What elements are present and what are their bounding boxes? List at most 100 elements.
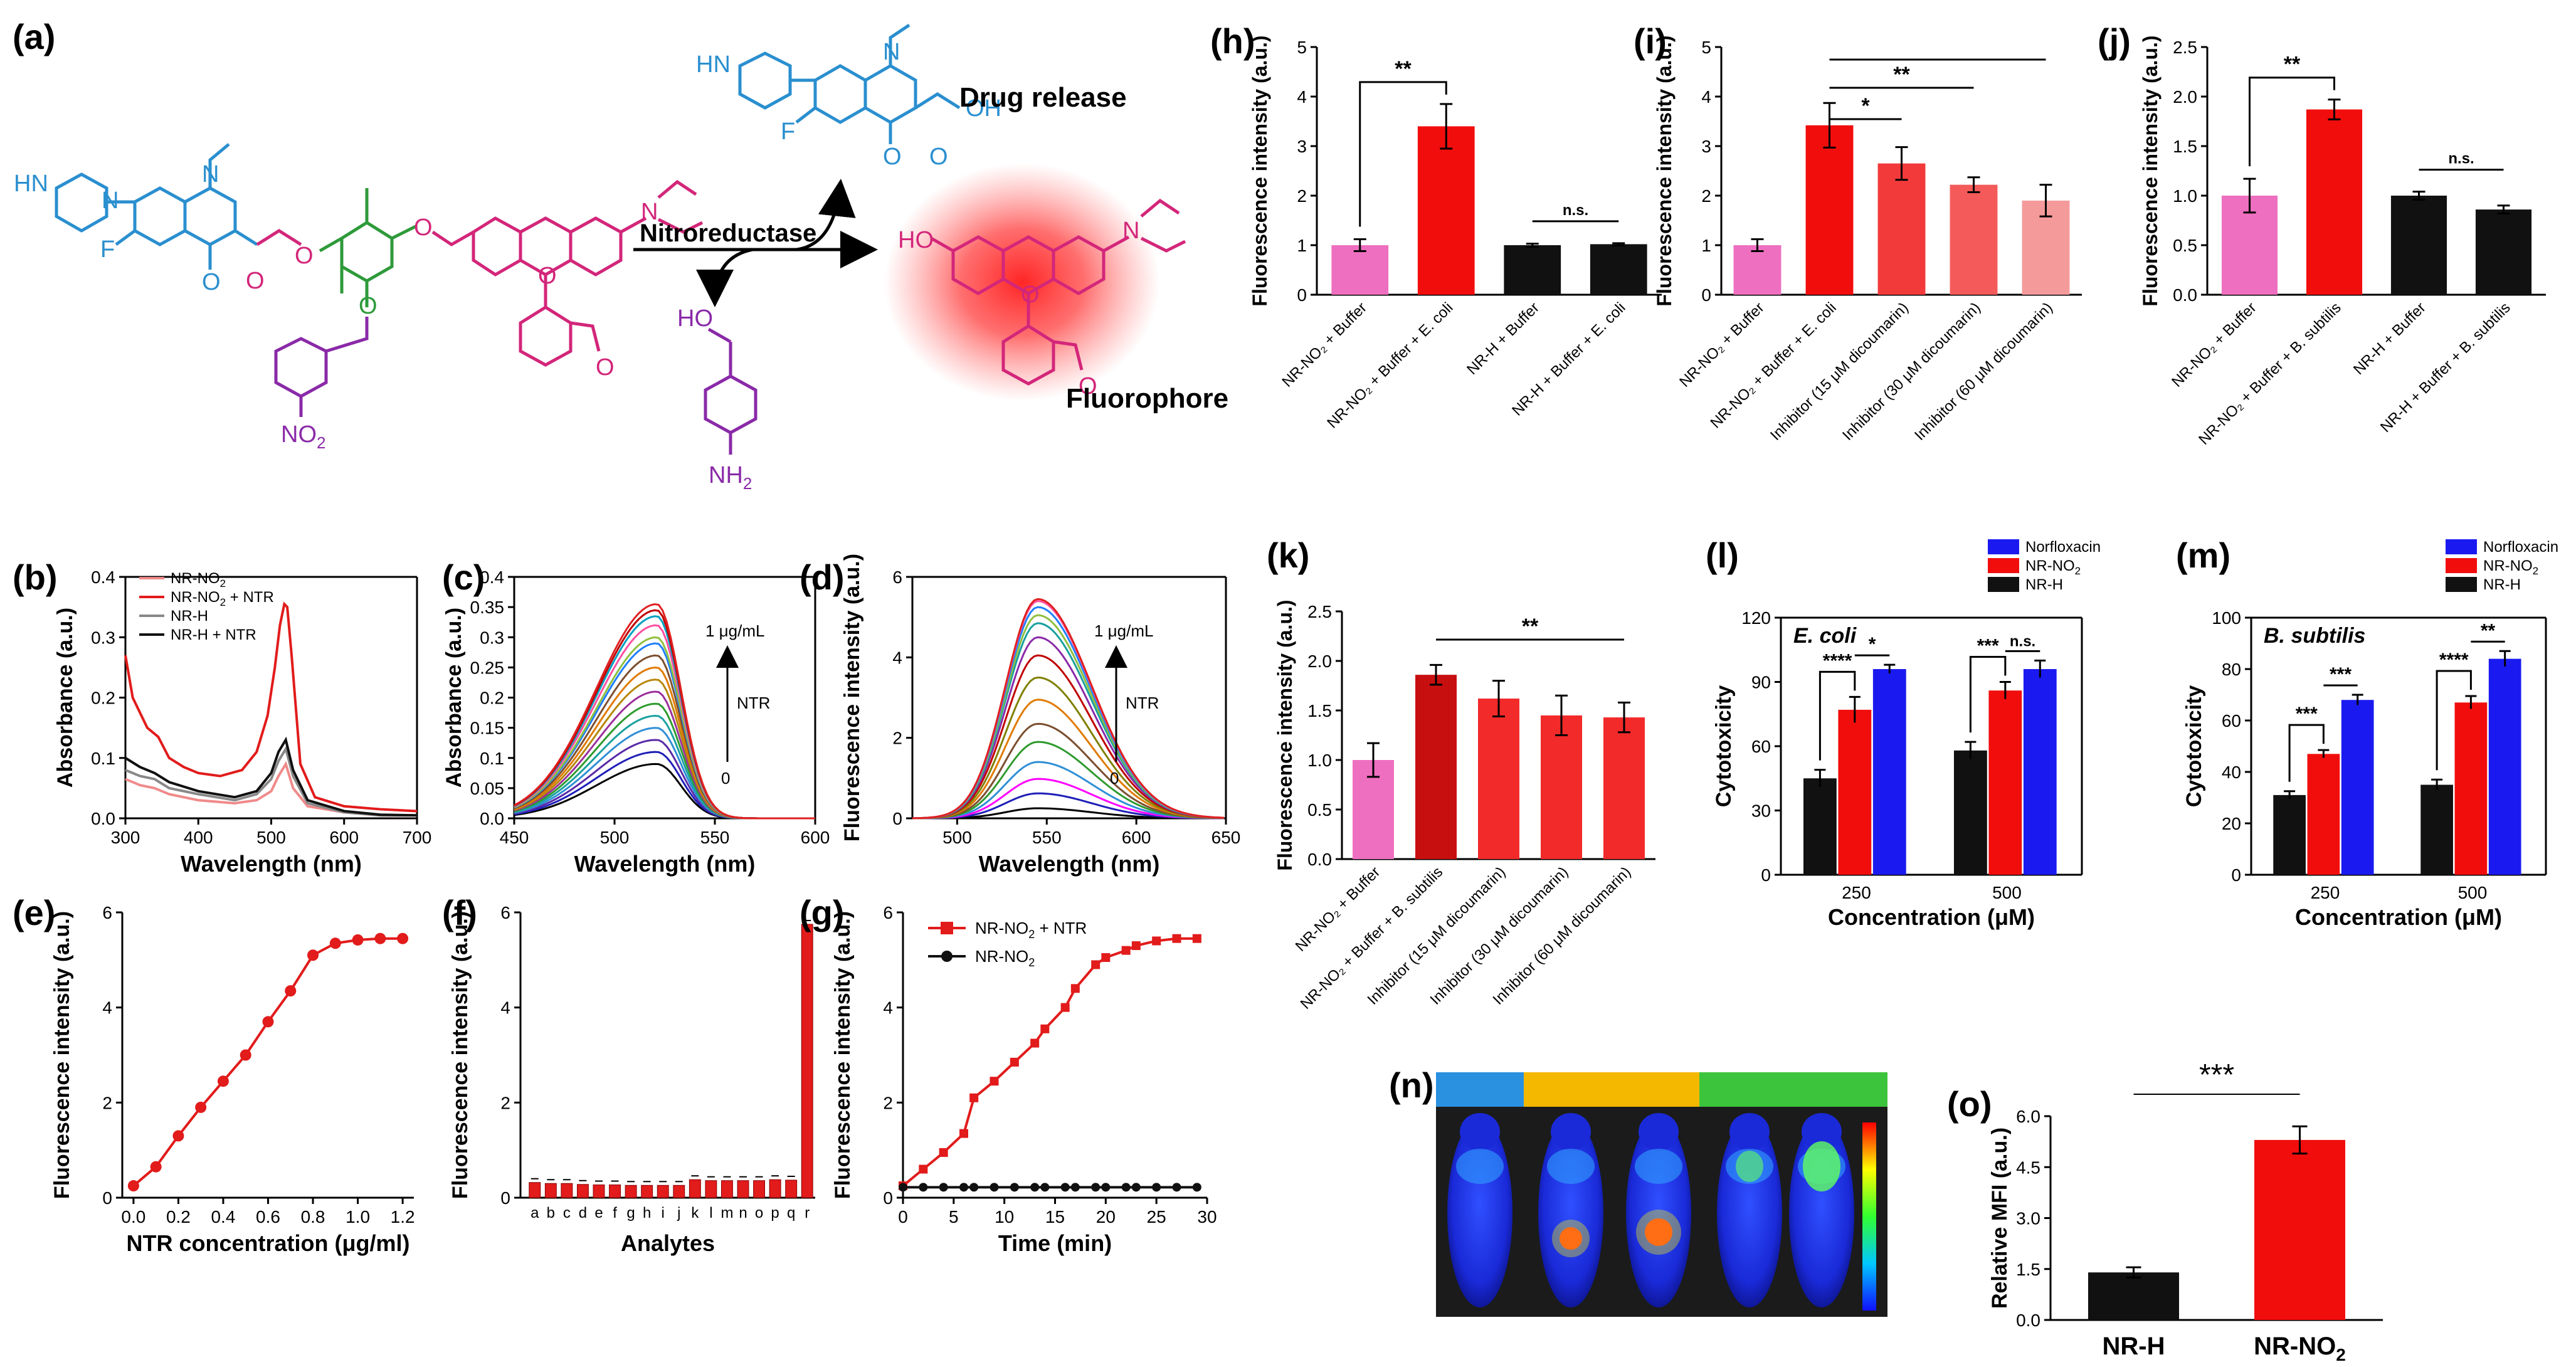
x-axis-title: Wavelength (nm) bbox=[979, 851, 1160, 877]
fluorophore-label: Fluorophore bbox=[1066, 383, 1228, 414]
x-tick-label: 0.4 bbox=[211, 1207, 235, 1227]
y-tick-label: 0.2 bbox=[480, 689, 504, 708]
data-point bbox=[1172, 1183, 1181, 1192]
bar-m bbox=[721, 1180, 733, 1198]
y-tick-label: 0.4 bbox=[480, 567, 504, 587]
legend-swatch bbox=[2446, 577, 2477, 592]
legend-label: NR-H bbox=[171, 608, 208, 625]
bar-NR-NO2-500 bbox=[1988, 690, 2022, 875]
category-label: 500 bbox=[2458, 883, 2488, 902]
chart-i: (i) 0 1 2 3 4 5 Fluorescence intensity (a.u.) NR… bbox=[1634, 21, 2082, 444]
y-tick-label: 0.05 bbox=[470, 779, 505, 798]
category-label: NR-NO₂ + Buffer + E. coli bbox=[1708, 299, 1840, 431]
charts-layer: (b) 0.0 0.1 0.2 0.3 0.4 Absorbance (a.u.) Wavel… bbox=[13, 21, 2558, 1364]
significance-label: n.s. bbox=[2010, 633, 2035, 650]
significance-label: *** bbox=[1977, 636, 1999, 657]
header-nrno2-box bbox=[1524, 1072, 1699, 1107]
bar-3 bbox=[1541, 715, 1582, 859]
bar-e bbox=[593, 1185, 605, 1198]
data-point bbox=[172, 1130, 184, 1142]
significance-label: *** bbox=[2296, 704, 2318, 724]
panel-label-o: (o) bbox=[1947, 1084, 1992, 1124]
category-label: NR-H bbox=[2103, 1333, 2165, 1360]
bar-1 bbox=[1805, 125, 1854, 295]
y-axis-title: Fluorescence intensity (a.u.) bbox=[2139, 35, 2162, 306]
bar-NR-NO2-500 bbox=[2454, 702, 2488, 875]
chart-f: (f) 0 2 4 6 Fluorescence intensity (a.u.) Anal… bbox=[442, 893, 815, 1256]
mouse-head bbox=[1460, 1113, 1500, 1151]
bar-NR-H bbox=[2088, 1272, 2179, 1320]
legend-label: NR-NO2 + NTR bbox=[171, 589, 274, 608]
category-label: f bbox=[613, 1205, 617, 1222]
x-axis-title: Analytes bbox=[621, 1230, 715, 1256]
panel-label-h: (h) bbox=[1210, 21, 1255, 61]
legend-swatch bbox=[1988, 577, 2019, 592]
significance-label: * bbox=[1861, 94, 1870, 118]
x-tick-label: 0.0 bbox=[121, 1207, 145, 1227]
atom-nh2: NH2 bbox=[709, 462, 752, 493]
chart-l: (l) 0 30 60 90 120 Cytotoxicity Concentration (… bbox=[1706, 536, 2101, 930]
panel-label-i: (i) bbox=[1634, 21, 1667, 61]
y-axis-title: Relative MFI (a.u.) bbox=[1988, 1127, 2012, 1309]
y-tick-label: 6 bbox=[883, 903, 893, 922]
category-label: Inhibitor (60 μM dicoumarin) bbox=[1490, 863, 1635, 1008]
mouse-head bbox=[1729, 1113, 1770, 1151]
category-label: k bbox=[691, 1205, 699, 1222]
y-tick-label: 3.0 bbox=[2016, 1209, 2040, 1228]
y-tick-label: 4 bbox=[883, 998, 893, 1018]
series-line bbox=[125, 746, 417, 817]
y-tick-label: 4 bbox=[1701, 87, 1711, 107]
data-point bbox=[1192, 934, 1201, 943]
legend-swatch bbox=[2446, 558, 2477, 573]
significance-label: *** bbox=[2199, 1058, 2234, 1092]
mouse-head bbox=[1551, 1113, 1591, 1151]
panel-label-e: (e) bbox=[13, 893, 55, 932]
series-line bbox=[124, 601, 418, 813]
y-tick-label: 2 bbox=[883, 1093, 893, 1112]
y-tick-label: 1.5 bbox=[2173, 137, 2197, 156]
atom-hn-released: HN bbox=[696, 51, 731, 78]
significance-bracket bbox=[1819, 670, 1856, 761]
category-label: Inhibitor (15 μM dicoumarin) bbox=[1767, 299, 1912, 444]
benzyl-linker bbox=[319, 188, 418, 307]
atom-o-ester-2: O bbox=[295, 243, 314, 269]
data-point bbox=[150, 1161, 162, 1173]
bar-f bbox=[609, 1185, 621, 1198]
norfloxacin-released bbox=[738, 23, 961, 144]
atom-o-linker-1: O bbox=[414, 214, 433, 241]
bar-NR-NO2 bbox=[2254, 1139, 2345, 1320]
chart-j: (j) 0.0 0.5 1.0 1.5 2.0 2.5 Fluorescence intens… bbox=[2098, 21, 2546, 448]
x-tick-label: 1.0 bbox=[346, 1207, 370, 1227]
x-tick-label: 20 bbox=[1096, 1207, 1116, 1227]
panel-label-l: (l) bbox=[1706, 536, 1739, 575]
y-tick-label: 1 bbox=[1297, 236, 1307, 255]
y-tick-label: 0 bbox=[1761, 865, 1771, 885]
data-point bbox=[1131, 1183, 1141, 1192]
data-point bbox=[990, 1183, 999, 1192]
y-tick-label: 0.1 bbox=[91, 749, 115, 768]
y-tick-label: 5 bbox=[1701, 38, 1711, 57]
significance-bracket bbox=[2288, 724, 2325, 782]
panel-label-n: (n) bbox=[1389, 1065, 1434, 1105]
y-tick-label: 0.3 bbox=[91, 628, 115, 647]
bar-h bbox=[641, 1185, 653, 1198]
signal-hotspot-4 bbox=[1736, 1151, 1763, 1182]
data-point bbox=[217, 1075, 229, 1087]
significance-bracket bbox=[1359, 81, 1447, 227]
legend-label: NR-NO2 + NTR bbox=[975, 919, 1087, 941]
x-tick-label: 600 bbox=[1122, 828, 1151, 847]
significance-bracket bbox=[1969, 656, 2007, 733]
chart-e: (e) 0 2 4 6 Fluorescence intensity (a.u.) NTR … bbox=[13, 893, 415, 1256]
bar-NR-H-250 bbox=[1803, 778, 1837, 875]
atom-o-fluor-1: O bbox=[1021, 282, 1040, 308]
nitrobenzyl-trigger bbox=[274, 317, 369, 417]
bar-3 bbox=[1590, 244, 1647, 295]
y-tick-label: 0.4 bbox=[91, 567, 115, 587]
significance-label: ** bbox=[2481, 620, 2496, 641]
bar-r bbox=[801, 924, 813, 1198]
fluorophore-structure bbox=[930, 235, 1130, 386]
data-point bbox=[1131, 941, 1141, 951]
rhodol-dye-left bbox=[431, 216, 647, 367]
significance-label: ** bbox=[1395, 57, 1412, 81]
